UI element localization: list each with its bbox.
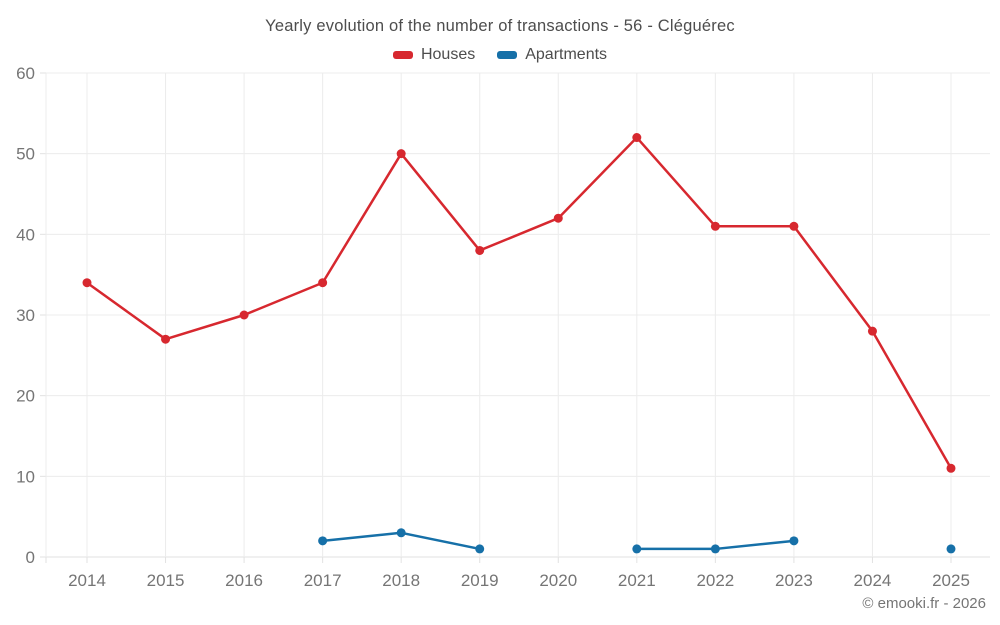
apartments-swatch-icon [497,51,518,59]
svg-text:20: 20 [16,387,35,406]
svg-text:10: 10 [16,467,35,486]
svg-text:2020: 2020 [539,571,577,590]
legend-label-apartments: Apartments [525,46,608,63]
svg-text:30: 30 [16,306,35,325]
svg-text:2016: 2016 [225,571,263,590]
svg-text:0: 0 [26,548,35,567]
svg-text:2018: 2018 [382,571,420,590]
legend-label-houses: Houses [420,46,476,63]
legend-item-apartments[interactable]: Apartments [497,46,607,64]
houses-swatch-icon [392,51,413,59]
footer-credit: © emooki.fr - 2026 [862,595,986,612]
svg-text:60: 60 [16,64,35,83]
svg-text:50: 50 [16,145,35,164]
svg-text:2019: 2019 [461,571,499,590]
chart-title: Yearly evolution of the number of transa… [265,17,735,35]
svg-text:2023: 2023 [775,571,813,590]
svg-text:2021: 2021 [618,571,656,590]
svg-text:2017: 2017 [304,571,342,590]
svg-text:2025: 2025 [932,571,970,590]
legend: Houses Apartments [0,46,1000,64]
svg-text:2015: 2015 [147,571,185,590]
legend-item-houses[interactable]: Houses [392,46,476,64]
svg-text:2014: 2014 [68,571,106,590]
svg-text:40: 40 [16,225,35,244]
svg-text:2024: 2024 [854,571,892,590]
svg-text:2022: 2022 [696,571,734,590]
